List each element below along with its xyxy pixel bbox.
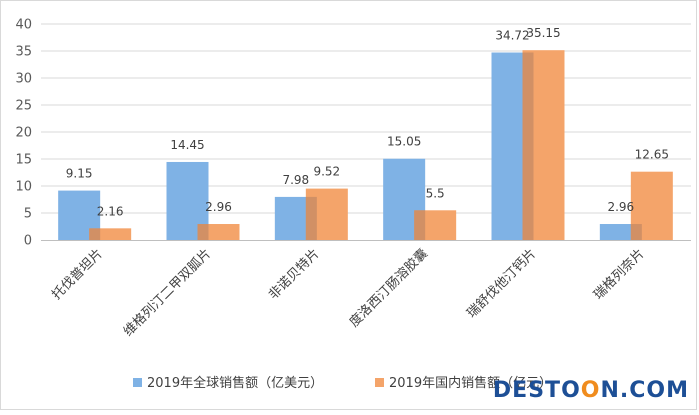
category-label-4: 度洛西汀肠溶胶囊	[346, 246, 431, 331]
watermark-text-2: O	[580, 377, 601, 403]
category-labels: 托伐普坦片 维格列汀二甲双胍片 非诺贝特片 度洛西汀肠溶胶囊 瑞舒伐他汀钙片 瑞格列奈片	[49, 246, 647, 340]
category-label-2: 维格列汀二甲双胍片	[120, 246, 214, 340]
y-tick-label: 0	[24, 234, 32, 249]
value-label-series2-4: 5.5	[426, 186, 445, 200]
value-label-series2-6: 12.65	[635, 148, 669, 162]
y-tick-label: 5	[24, 207, 32, 222]
value-label-series1-2: 14.45	[170, 138, 204, 152]
value-label-series1-5: 34.72	[495, 29, 529, 43]
watermark-logo: DESTO O N .COM	[492, 377, 689, 403]
y-tick-label: 35	[15, 45, 32, 60]
bar-overlap-1	[89, 228, 101, 240]
watermark-text-3: N	[600, 377, 620, 403]
value-label-series1-3: 7.98	[282, 173, 309, 187]
legend-label-1: 2019年全球销售额（亿美元）	[147, 375, 323, 391]
category-label-5: 瑞舒伐他汀钙片	[464, 246, 539, 321]
y-tick-label: 20	[15, 126, 32, 141]
bar-overlap-2	[197, 224, 209, 240]
y-axis-ticks: 0 5 10 15 20 25 30 35 40	[15, 18, 32, 249]
y-tick-label: 10	[15, 180, 32, 195]
legend: 2019年全球销售额（亿美元） 2019年国内销售额（亿元）	[133, 375, 552, 391]
watermark-text-1: DESTO	[492, 377, 581, 403]
value-label-series1-4: 15.05	[387, 135, 421, 149]
legend-swatch-2	[375, 378, 384, 387]
category-label-3: 非诺贝特片	[266, 246, 323, 303]
value-label-series2-2: 2.96	[205, 200, 232, 214]
value-label-series2-3: 9.52	[313, 165, 340, 179]
y-tick-label: 15	[15, 153, 32, 168]
y-tick-label: 25	[15, 99, 32, 114]
value-label-series1-6: 2.96	[607, 200, 634, 214]
gridlines	[41, 23, 691, 214]
bar-overlap-5	[522, 52, 534, 241]
watermark-text-4: .COM	[619, 377, 689, 403]
y-tick-label: 40	[15, 18, 32, 33]
bars	[58, 50, 673, 241]
legend-swatch-1	[133, 378, 142, 387]
y-tick-label: 30	[15, 72, 32, 87]
category-label-6: 瑞格列奈片	[590, 246, 647, 303]
bar-overlap-4	[414, 210, 426, 240]
bar-overlap-6	[630, 224, 642, 240]
legend-label-2: 2019年国内销售额（亿元）	[389, 375, 552, 391]
bar-overlap-3	[305, 196, 317, 240]
bar-series2-1	[89, 228, 132, 240]
value-labels: 9.15 2.16 14.45 2.96 7.98 9.52 15.05 5.5 34.7235…	[66, 26, 669, 218]
value-label-series2-5: 35.15	[526, 26, 560, 40]
value-label-series2-1: 2.16	[97, 204, 124, 218]
category-label-1: 托伐普坦片	[49, 246, 106, 303]
value-label-series1-1: 9.15	[66, 167, 93, 181]
